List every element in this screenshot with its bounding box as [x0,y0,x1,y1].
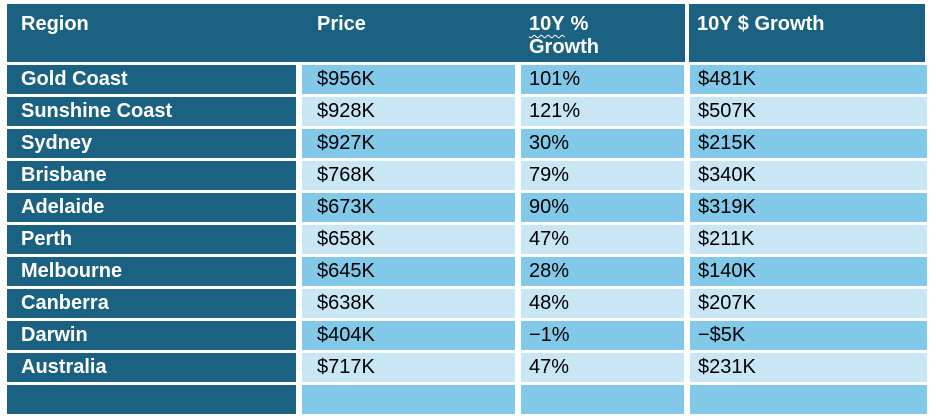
header-price-label: Price [317,13,366,35]
header-pct-growth-line2: Growth [529,36,599,58]
table-row-gold-coast: Gold Coast $956K 101% $481K [7,65,936,94]
dollar-growth-cell: $340K [690,161,927,190]
table-row-brisbane: Brisbane $768K 79% $340K [7,161,936,190]
table-row-sunshine-coast: Sunshine Coast $928K 121% $507K [7,97,936,126]
pct-growth-cell: 47% [521,225,684,254]
region-cell: Sunshine Coast [7,97,296,126]
dollar-growth-cell: $507K [690,97,927,126]
table-row-australia: Australia $717K 47% $231K [7,353,936,382]
dollar-growth-cell: $231K [690,353,927,382]
price-cell: $645K [302,257,515,286]
region-cell: Gold Coast [7,65,296,94]
header-region: Region [7,4,302,62]
pct-growth-cell: 30% [521,129,684,158]
price-cell-empty [302,385,515,414]
region-cell: Melbourne [7,257,296,286]
region-cell: Brisbane [7,161,296,190]
header-region-label: Region [21,13,89,35]
dollar-growth-cell: −$5K [690,321,927,350]
pct-growth-cell: 28% [521,257,684,286]
price-cell: $717K [302,353,515,382]
table-header-row: Region Price 10Y% Growth 10Y $ Growth [7,4,936,62]
dollar-growth-cell: $319K [690,193,927,222]
pct-growth-cell: 47% [521,353,684,382]
price-cell: $404K [302,321,515,350]
table-row-sydney: Sydney $927K 30% $215K [7,129,936,158]
region-cell: Darwin [7,321,296,350]
pct-growth-cell: 79% [521,161,684,190]
pct-growth-cell: 48% [521,289,684,318]
price-cell: $928K [302,97,515,126]
price-cell: $673K [302,193,515,222]
pct-growth-cell-empty [521,385,684,414]
pct-growth-cell: −1% [521,321,684,350]
header-pct-growth-line1: 10Y% [529,13,589,35]
pct-growth-cell: 90% [521,193,684,222]
pct-growth-cell: 101% [521,65,684,94]
pct-growth-cell: 121% [521,97,684,126]
dollar-growth-cell-empty [690,385,927,414]
table-row-darwin: Darwin $404K −1% −$5K [7,321,936,350]
table-row-adelaide: Adelaide $673K 90% $319K [7,193,936,222]
price-cell: $658K [302,225,515,254]
header-dollar-growth: 10Y $ Growth [685,4,925,62]
dollar-growth-cell: $211K [690,225,927,254]
dollar-growth-cell: $140K [690,257,927,286]
region-cell: Adelaide [7,193,296,222]
region-cell: Sydney [7,129,296,158]
price-cell: $638K [302,289,515,318]
region-cell: Australia [7,353,296,382]
header-price: Price [302,4,521,62]
region-cell: Perth [7,225,296,254]
header-pct-growth: 10Y% Growth [521,4,685,62]
header-dollar-growth-label: 10Y $ Growth [697,13,825,35]
price-cell: $956K [302,65,515,94]
price-cell: $768K [302,161,515,190]
table-row-empty [7,385,936,414]
region-cell-empty [7,385,296,414]
dollar-growth-cell: $481K [690,65,927,94]
spellcheck-squiggle-text: 10Y [529,13,565,35]
table-row-canberra: Canberra $638K 48% $207K [7,289,936,318]
table-row-melbourne: Melbourne $645K 28% $140K [7,257,936,286]
dollar-growth-cell: $207K [690,289,927,318]
price-cell: $927K [302,129,515,158]
table-row-perth: Perth $658K 47% $211K [7,225,936,254]
region-cell: Canberra [7,289,296,318]
dollar-growth-cell: $215K [690,129,927,158]
